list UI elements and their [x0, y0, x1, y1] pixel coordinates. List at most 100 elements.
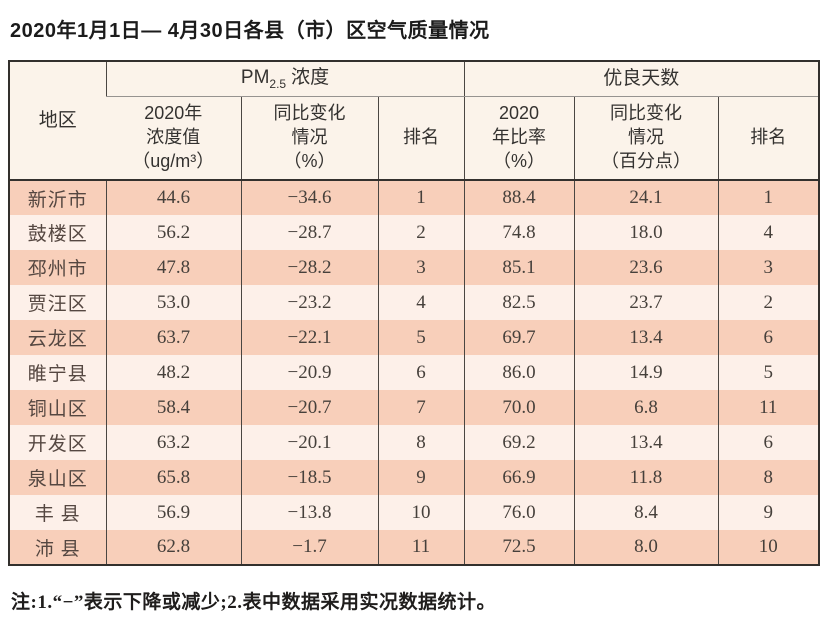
- cell-good-change: 6.8: [573, 390, 719, 425]
- cell-pm-change: −22.1: [240, 320, 378, 355]
- header-group-pm25: PM2.5 浓度: [105, 61, 465, 97]
- table-row: 泉山区 65.8 −18.5 9 66.9 11.8 8: [9, 460, 820, 495]
- table-header: 地区 PM2.5 浓度 优良天数 2020年 浓度值 （ug/m³） 同比变化 情…: [9, 61, 820, 181]
- cell-pm-rank: 10: [377, 495, 465, 530]
- cell-pm-value: 65.8: [105, 460, 241, 495]
- cell-good-change: 14.9: [573, 355, 719, 390]
- table-row: 沛 县 62.8 −1.7 11 72.5 8.0 10: [9, 530, 820, 565]
- cell-pm-rank: 6: [377, 355, 465, 390]
- cell-pm-change: −28.7: [240, 215, 378, 250]
- cell-good-rank: 8: [717, 460, 820, 495]
- cell-good-change: 13.4: [573, 425, 719, 460]
- header-pm-change: 同比变化 情况 （%）: [240, 96, 378, 181]
- table-row: 睢宁县 48.2 −20.9 6 86.0 14.9 5: [9, 355, 820, 390]
- header-group-good-days: 优良天数: [463, 61, 820, 97]
- pm25-label-prefix: PM: [240, 66, 270, 88]
- cell-pm-value: 53.0: [105, 285, 241, 320]
- cell-good-change: 13.4: [573, 320, 719, 355]
- page-title: 2020年1月1日— 4月30日各县（市）区空气质量情况: [10, 20, 490, 42]
- cell-region: 新沂市: [9, 180, 106, 215]
- cell-good-rank: 10: [717, 530, 820, 565]
- cell-pm-rank: 2: [377, 215, 465, 250]
- table-row: 鼓楼区 56.2 −28.7 2 74.8 18.0 4: [9, 215, 820, 250]
- table-row: 开发区 63.2 −20.1 8 69.2 13.4 6: [9, 425, 820, 460]
- cell-pm-change: −20.7: [240, 390, 378, 425]
- cell-good-rate: 88.4: [463, 180, 575, 215]
- cell-good-rate: 72.5: [463, 530, 575, 565]
- cell-region: 贾汪区: [9, 285, 106, 320]
- header-region: 地区: [9, 61, 106, 181]
- header-good-rank: 排名: [717, 96, 820, 181]
- cell-pm-rank: 7: [377, 390, 465, 425]
- cell-pm-change: −20.1: [240, 425, 378, 460]
- cell-good-rank: 5: [717, 355, 820, 390]
- cell-region: 开发区: [9, 425, 106, 460]
- cell-pm-change: −13.8: [240, 495, 378, 530]
- cell-pm-change: −18.5: [240, 460, 378, 495]
- cell-good-rank: 4: [717, 215, 820, 250]
- cell-pm-value: 58.4: [105, 390, 241, 425]
- cell-pm-value: 56.2: [105, 215, 241, 250]
- cell-good-rate: 74.8: [463, 215, 575, 250]
- cell-good-change: 18.0: [573, 215, 719, 250]
- cell-good-change: 24.1: [573, 180, 719, 215]
- cell-region: 云龙区: [9, 320, 106, 355]
- cell-region: 铜山区: [9, 390, 106, 425]
- cell-region: 泉山区: [9, 460, 106, 495]
- cell-good-rate: 70.0: [463, 390, 575, 425]
- footnote: 注:1.“−”表示下降或减少;2.表中数据采用实况数据统计。: [11, 592, 496, 613]
- cell-good-rank: 2: [717, 285, 820, 320]
- pm25-label-suffix: 浓度: [291, 66, 330, 88]
- pm25-label-subscript: 2.5: [269, 76, 287, 91]
- table-row: 铜山区 58.4 −20.7 7 70.0 6.8 11: [9, 390, 820, 425]
- cell-pm-rank: 5: [377, 320, 465, 355]
- cell-region: 睢宁县: [9, 355, 106, 390]
- table-row: 丰 县 56.9 −13.8 10 76.0 8.4 9: [9, 495, 820, 530]
- header-pm-value: 2020年 浓度值 （ug/m³）: [106, 96, 241, 181]
- cell-good-change: 8.0: [573, 530, 719, 565]
- cell-pm-change: −20.9: [240, 355, 378, 390]
- cell-pm-rank: 11: [377, 530, 465, 565]
- cell-pm-value: 62.8: [105, 530, 241, 565]
- cell-pm-change: −23.2: [240, 285, 378, 320]
- table-body: 新沂市 44.6 −34.6 1 88.4 24.1 1 鼓楼区 56.2 −28.7 2 74.8 1…: [9, 180, 820, 565]
- cell-pm-value: 48.2: [105, 355, 241, 390]
- cell-good-rate: 82.5: [463, 285, 575, 320]
- table-row: 新沂市 44.6 −34.6 1 88.4 24.1 1: [9, 180, 820, 215]
- cell-good-rate: 69.7: [463, 320, 575, 355]
- cell-good-rate: 66.9: [463, 460, 575, 495]
- cell-good-change: 23.6: [573, 250, 719, 285]
- cell-good-rank: 3: [717, 250, 820, 285]
- header-good-rate: 2020 年比率 （%）: [463, 96, 575, 181]
- cell-good-rank: 1: [717, 180, 820, 215]
- table-row: 贾汪区 53.0 −23.2 4 82.5 23.7 2: [9, 285, 820, 320]
- cell-pm-rank: 3: [377, 250, 465, 285]
- cell-good-rate: 69.2: [463, 425, 575, 460]
- header-pm-rank: 排名: [377, 96, 465, 181]
- cell-pm-rank: 9: [377, 460, 465, 495]
- cell-good-change: 23.7: [573, 285, 719, 320]
- cell-pm-value: 63.7: [105, 320, 241, 355]
- table-row: 云龙区 63.7 −22.1 5 69.7 13.4 6: [9, 320, 820, 355]
- header-group-row: 地区 PM2.5 浓度 优良天数: [9, 61, 820, 181]
- cell-region: 丰 县: [9, 495, 106, 530]
- cell-pm-rank: 8: [377, 425, 465, 460]
- table-row: 邳州市 47.8 −28.2 3 85.1 23.6 3: [9, 250, 820, 285]
- cell-pm-rank: 1: [377, 180, 465, 215]
- cell-good-change: 8.4: [573, 495, 719, 530]
- cell-region: 邳州市: [9, 250, 106, 285]
- cell-good-rank: 6: [717, 320, 820, 355]
- air-quality-table: 地区 PM2.5 浓度 优良天数 2020年 浓度值 （ug/m³） 同比变化 情…: [8, 60, 821, 566]
- cell-good-rate: 85.1: [463, 250, 575, 285]
- header-good-change: 同比变化 情况 （百分点）: [573, 96, 719, 181]
- cell-pm-change: −34.6: [240, 180, 378, 215]
- cell-pm-value: 44.6: [105, 180, 241, 215]
- cell-pm-value: 56.9: [105, 495, 241, 530]
- cell-good-rank: 6: [717, 425, 820, 460]
- cell-good-rank: 9: [717, 495, 820, 530]
- cell-pm-value: 63.2: [105, 425, 241, 460]
- cell-good-rate: 76.0: [463, 495, 575, 530]
- header-sub-row: 2020年 浓度值 （ug/m³） 同比变化 情况 （%） 排名 2020 年比…: [9, 96, 820, 181]
- cell-pm-rank: 4: [377, 285, 465, 320]
